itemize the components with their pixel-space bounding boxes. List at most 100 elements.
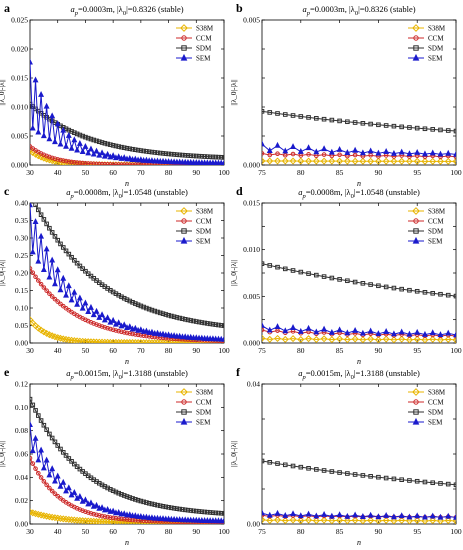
data-point [110, 488, 116, 494]
data-point [177, 315, 182, 321]
data-point [93, 517, 101, 524]
legend: S38M CCM SDM SEM [176, 24, 214, 63]
data-point [77, 466, 83, 472]
data-point [46, 135, 53, 142]
data-point [367, 147, 374, 154]
data-point [181, 339, 189, 343]
data-point [337, 277, 342, 282]
x-tick-label: 90 [193, 346, 201, 355]
data-point [181, 228, 187, 234]
data-point [63, 453, 69, 458]
data-point [414, 328, 421, 335]
data-point [321, 325, 328, 332]
data-point [117, 338, 125, 343]
data-point [54, 266, 61, 273]
data-point [262, 261, 265, 266]
data-point [130, 146, 135, 152]
data-point [414, 149, 421, 155]
data-point [328, 512, 335, 519]
data-point [157, 310, 163, 316]
data-point [383, 511, 390, 518]
data-point [83, 161, 88, 165]
data-point [413, 399, 419, 405]
data-point [110, 143, 116, 148]
data-point [149, 149, 155, 155]
data-point [38, 281, 44, 287]
data-point [30, 270, 36, 276]
data-point [344, 149, 351, 155]
data-point [88, 161, 94, 165]
data-point [57, 286, 64, 293]
data-point [191, 153, 196, 159]
data-point [188, 318, 194, 323]
data-point [138, 332, 144, 338]
data-point [444, 517, 452, 524]
data-point [422, 126, 428, 132]
data-point [30, 455, 33, 461]
data-point [169, 313, 174, 319]
data-point [41, 217, 47, 222]
data-point [321, 116, 327, 122]
data-point [266, 517, 274, 524]
data-point [76, 294, 83, 301]
data-point [453, 154, 456, 160]
legend-label: SEM [196, 55, 211, 63]
data-point [375, 330, 382, 337]
data-point [81, 338, 89, 343]
data-point [329, 469, 335, 474]
series-line [262, 110, 456, 132]
data-point [367, 335, 375, 343]
data-point [47, 154, 52, 160]
plot-area [262, 109, 456, 165]
data-point [413, 35, 419, 41]
data-point [32, 76, 39, 83]
data-point [30, 447, 36, 454]
data-point [398, 335, 406, 343]
data-point [196, 319, 202, 325]
data-point [180, 388, 188, 396]
data-point [437, 513, 444, 520]
data-point [182, 317, 188, 322]
data-point [445, 128, 451, 133]
data-point [144, 333, 149, 339]
data-point [133, 162, 138, 165]
data-point [115, 518, 123, 524]
y-tick-label: 0.00 [15, 339, 28, 348]
data-point [412, 53, 420, 61]
data-point [421, 157, 429, 165]
data-point [180, 53, 188, 61]
data-point [436, 517, 444, 524]
data-point [113, 489, 119, 495]
data-point [452, 517, 456, 524]
data-point [453, 150, 456, 157]
data-point [141, 162, 146, 165]
data-point [413, 45, 419, 51]
data-point [51, 280, 58, 287]
data-point [163, 151, 169, 156]
data-point [205, 509, 210, 515]
y-tick-label: 0.10 [15, 304, 28, 313]
data-point [49, 155, 55, 161]
x-tick-label: 60 [109, 168, 117, 177]
data-point [157, 150, 163, 156]
panel-title: ap=0.0008m, |λ0|=1.0548 (unstable) [66, 187, 188, 200]
data-point [79, 304, 86, 311]
series-s38m [262, 334, 456, 343]
data-point [275, 151, 280, 157]
data-point [275, 461, 280, 466]
data-point [169, 151, 174, 157]
data-point [130, 496, 135, 501]
data-point [399, 286, 404, 292]
data-point [312, 517, 320, 524]
data-point [127, 146, 133, 152]
plot-frame [261, 383, 457, 525]
data-point [181, 45, 187, 51]
data-point [130, 331, 135, 337]
data-point [71, 136, 78, 143]
data-point [213, 510, 218, 516]
data-point [173, 339, 181, 343]
data-point [297, 147, 304, 154]
data-point [49, 435, 55, 441]
data-point [390, 513, 397, 520]
